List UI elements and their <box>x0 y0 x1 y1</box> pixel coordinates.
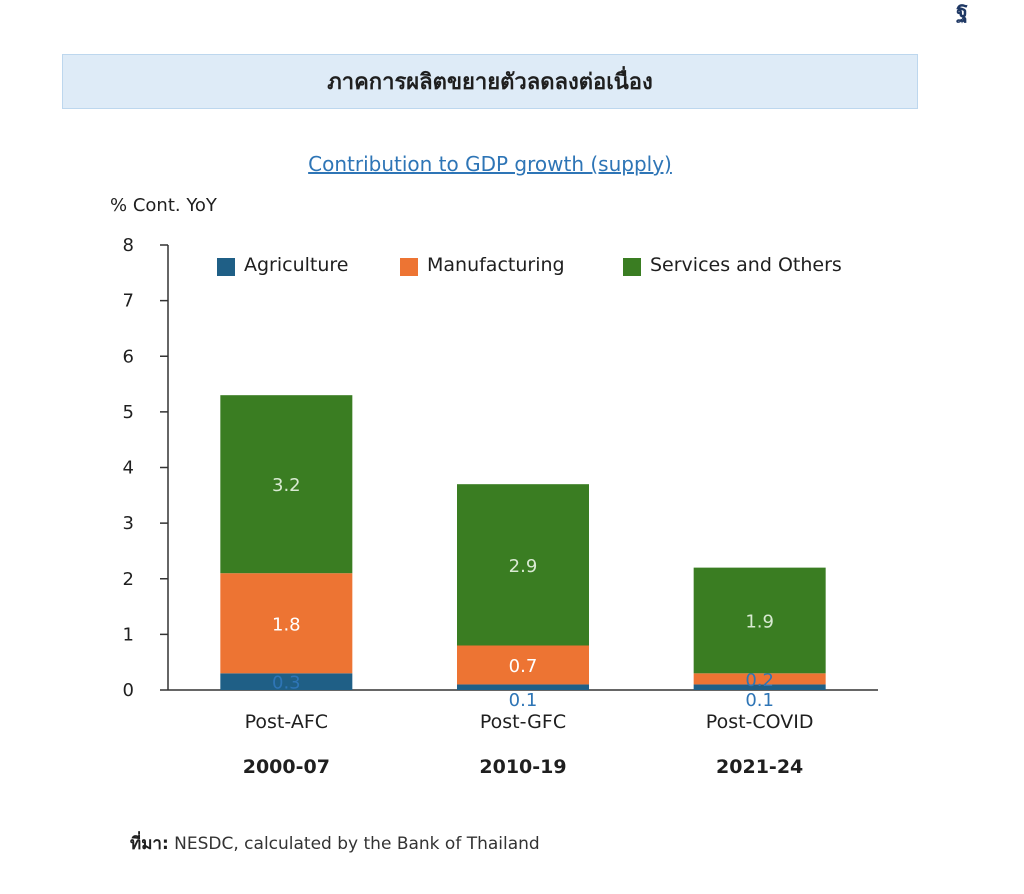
legend-swatch <box>623 258 641 276</box>
source-label: ที่มา: <box>130 834 169 854</box>
y-tick-label: 3 <box>123 513 134 534</box>
bar-segment <box>220 573 353 674</box>
header-banner: ภาคการผลิตขยายตัวลดลงต่อเนื่อง <box>62 54 918 109</box>
y-tick-label: 0 <box>123 680 134 701</box>
y-tick-label: 8 <box>123 235 134 256</box>
y-tick-label: 2 <box>123 569 134 590</box>
x-subcategory-label: 2010-19 <box>479 756 566 778</box>
x-tick-label: Post-COVID <box>706 711 814 733</box>
y-tick-label: 4 <box>123 458 134 479</box>
bar-segment <box>457 484 589 646</box>
y-tick-label: 5 <box>123 402 134 423</box>
data-label: 0.7 <box>509 656 538 677</box>
data-label: 1.8 <box>272 614 301 635</box>
bar-segment <box>220 673 353 690</box>
chart-title[interactable]: Contribution to GDP growth (supply) <box>308 152 672 176</box>
y-tick-label: 7 <box>123 291 134 312</box>
x-subcategory-label: 2000-07 <box>243 756 330 778</box>
data-label: 2.9 <box>509 556 538 577</box>
y-tick-label: 1 <box>123 624 134 645</box>
bar-segment <box>693 567 826 674</box>
x-tick-label: Post-AFC <box>245 711 328 733</box>
data-label: 1.9 <box>745 611 774 632</box>
corner-glyph: ฐ <box>956 0 969 23</box>
bar-segment <box>693 684 826 690</box>
y-axis-label: % Cont. YoY <box>110 195 218 216</box>
data-label: 0.3 <box>272 673 301 694</box>
bar-segment <box>693 673 826 685</box>
source-note: ที่มา: NESDC, calculated by the Bank of … <box>130 830 540 857</box>
data-label: 0.2 <box>745 670 774 691</box>
data-label: 0.1 <box>745 690 774 711</box>
legend-label: Agriculture <box>244 254 349 276</box>
legend-label: Services and Others <box>650 254 842 276</box>
source-text: NESDC, calculated by the Bank of Thailan… <box>168 834 540 854</box>
data-label: 3.2 <box>272 475 301 496</box>
legend-swatch <box>400 258 418 276</box>
bar-segment <box>220 395 353 574</box>
bar-segment <box>457 645 589 685</box>
y-tick-label: 6 <box>123 346 134 367</box>
data-label: 0.1 <box>509 690 538 711</box>
x-tick-label: Post-GFC <box>480 711 566 733</box>
header-title: ภาคการผลิตขยายตัวลดลงต่อเนื่อง <box>327 70 653 95</box>
legend-swatch <box>217 258 235 276</box>
x-subcategory-label: 2021-24 <box>716 756 803 778</box>
bar-segment <box>457 684 589 690</box>
legend-label: Manufacturing <box>427 254 565 276</box>
